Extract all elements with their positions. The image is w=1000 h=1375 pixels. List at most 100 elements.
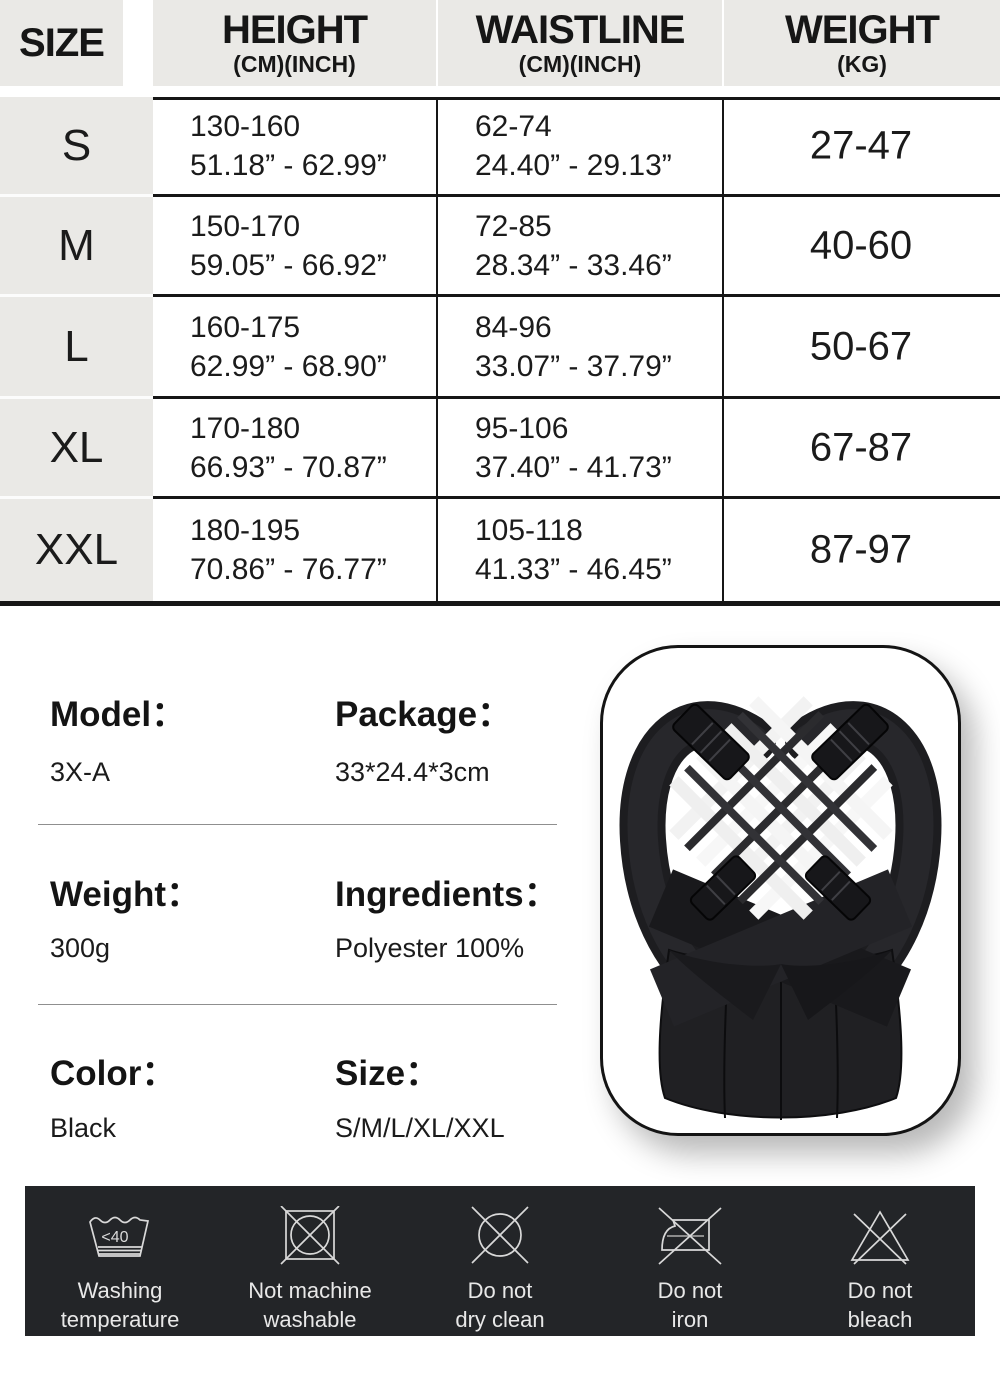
- table-line: [153, 97, 1000, 100]
- weight-cell: 67-87: [809, 425, 913, 469]
- height-cell: 160-175 62.99” - 68.90”: [190, 308, 387, 386]
- size-column-separator: [0, 396, 153, 399]
- no-iron-icon: [658, 1207, 722, 1265]
- size-cell: M: [58, 220, 95, 270]
- weight-label: Weight：: [50, 875, 202, 914]
- no-machine-wash-icon: [280, 1206, 340, 1265]
- no-bleach-icon: [850, 1210, 910, 1265]
- size-cell: XXL: [34, 525, 119, 574]
- table-line: [153, 396, 1000, 399]
- care-item-do-not-iron: Do not iron: [595, 1186, 785, 1334]
- care-label-line2: iron: [671, 1307, 709, 1332]
- table-header-weight: WEIGHT (KG): [724, 0, 1000, 86]
- table-line: [153, 496, 1000, 499]
- spec-divider: [38, 824, 557, 825]
- header-height-units: (CM)(INCH): [233, 51, 356, 77]
- waist-cm: 84-96: [475, 310, 552, 344]
- waist-cm: 62-74: [475, 109, 552, 143]
- package-value: 33*24.4*3cm: [335, 757, 490, 787]
- care-label: Do not bleach: [848, 1276, 913, 1334]
- height-cell: 130-160 51.18” - 62.99”: [190, 107, 387, 185]
- table-row: S 130-160 51.18” - 62.99” 62-74 24.40” -…: [0, 97, 1000, 194]
- waist-inch: 33.07” - 37.79”: [475, 349, 672, 383]
- height-cm: 150-170: [190, 209, 301, 243]
- height-inch: 59.05” - 66.92”: [190, 248, 387, 282]
- height-inch: 70.86” - 76.77”: [190, 553, 387, 586]
- size-label: Size：: [335, 1054, 441, 1093]
- size-column-separator: [0, 496, 153, 499]
- height-cm: 160-175: [190, 310, 301, 344]
- weight-cell: 50-67: [809, 324, 913, 368]
- header-weight-units: (KG): [837, 51, 887, 77]
- table-row: XL 170-180 66.93” - 70.87” 95-106 37.40”…: [0, 399, 1000, 496]
- size-cell: XL: [49, 422, 104, 472]
- table-row: XXL 180-195 70.86” - 76.77” 105-118 41.3…: [0, 499, 1000, 601]
- waistline-cell: 95-106 37.40” - 41.73”: [475, 409, 672, 487]
- table-line: [722, 97, 724, 602]
- size-column-separator: [0, 194, 153, 197]
- care-item-not-machine-washable: Not machine washable: [215, 1186, 405, 1334]
- color-value: Black: [50, 1113, 117, 1143]
- care-item-do-not-bleach: Do not bleach: [785, 1186, 975, 1334]
- header-waistline-units: (CM)(INCH): [518, 51, 642, 77]
- height-cell: 170-180 66.93” - 70.87”: [190, 409, 387, 487]
- ingredients-value: Polyester 100%: [335, 933, 525, 963]
- wash-temp-value: <40: [101, 1229, 128, 1246]
- care-label-line1: Not machine: [248, 1278, 372, 1303]
- waist-inch: 28.34” - 33.46”: [475, 248, 672, 282]
- care-label: Washing temperature: [61, 1276, 180, 1334]
- table-header-size: SIZE: [0, 0, 123, 86]
- waist-inch: 24.40” - 29.13”: [475, 148, 672, 182]
- table-bottom-border: [0, 601, 1000, 606]
- model-value: 3X-A: [50, 757, 111, 787]
- size-column-separator: [0, 294, 153, 297]
- care-label: Do not dry clean: [455, 1276, 544, 1334]
- height-inch: 51.18” - 62.99”: [190, 148, 387, 182]
- waistline-cell: 84-96 33.07” - 37.79”: [475, 308, 672, 386]
- table-line: [153, 194, 1000, 197]
- no-dry-clean-icon: [471, 1206, 529, 1264]
- height-cm: 170-180: [190, 411, 301, 445]
- height-cell: 180-195 70.86” - 76.77”: [190, 511, 387, 589]
- table-line: [436, 97, 438, 602]
- height-inch: 62.99” - 68.90”: [190, 349, 387, 383]
- waist-inch: 41.33” - 46.45”: [475, 553, 672, 586]
- height-cell: 150-170 59.05” - 66.92”: [190, 207, 387, 285]
- product-image: [600, 645, 961, 1136]
- care-item-do-not-dry-clean: Do not dry clean: [405, 1186, 595, 1334]
- care-label: Not machine washable: [248, 1276, 372, 1334]
- waist-inch: 37.40” - 41.73”: [475, 450, 672, 484]
- waist-cm: 72-85: [475, 209, 552, 243]
- spec-divider: [38, 1004, 557, 1005]
- header-size-label: SIZE: [19, 21, 105, 65]
- care-label-line1: Washing: [77, 1278, 163, 1303]
- table-row: L 160-175 62.99” - 68.90” 84-96 33.07” -…: [0, 297, 1000, 396]
- posture-corrector-graphic: [619, 696, 942, 1120]
- weight-cell: 40-60: [809, 223, 913, 267]
- package-label: Package：: [335, 695, 513, 734]
- weight-cell: 87-97: [809, 527, 913, 572]
- care-label-line1: Do not: [467, 1278, 533, 1303]
- waist-cm: 105-118: [475, 514, 583, 547]
- waistline-cell: 62-74 24.40” - 29.13”: [475, 107, 672, 185]
- waist-cm: 95-106: [475, 411, 569, 445]
- care-label-line1: Do not: [847, 1278, 913, 1303]
- ingredients-label: Ingredients：: [335, 875, 559, 914]
- size-value: S/M/L/XL/XXL: [335, 1113, 505, 1143]
- care-label: Do not iron: [658, 1276, 723, 1334]
- table-row: M 150-170 59.05” - 66.92” 72-85 28.34” -…: [0, 197, 1000, 294]
- size-cell: S: [61, 120, 92, 170]
- table-header-waistline: WAISTLINE (CM)(INCH): [438, 0, 722, 86]
- table-header-height: HEIGHT (CM)(INCH): [153, 0, 436, 86]
- care-label-line2: washable: [263, 1307, 357, 1332]
- care-label-line2: bleach: [847, 1307, 913, 1332]
- care-instructions-bar: <40 Washing temperature Not machine wash…: [25, 1186, 975, 1336]
- size-cell: L: [64, 321, 89, 371]
- header-height-label: HEIGHT: [221, 8, 368, 52]
- wash-temperature-icon: <40: [89, 1216, 150, 1257]
- weight-cell: 27-47: [809, 123, 913, 167]
- care-label-line2: dry clean: [455, 1307, 545, 1332]
- header-waistline-label: WAISTLINE: [475, 8, 686, 52]
- height-cm: 130-160: [190, 109, 301, 143]
